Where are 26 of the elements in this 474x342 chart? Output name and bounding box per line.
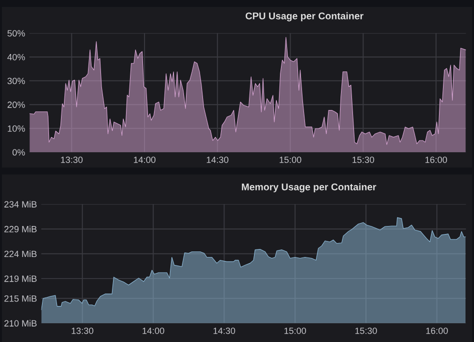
x-tick-label: 14:30 [214, 328, 236, 334]
y-tick-label: 234 MiB [4, 200, 37, 208]
x-tick-label: 14:00 [134, 156, 156, 163]
y-tick-label: 0% [12, 149, 25, 156]
y-tick-label: 50% [8, 30, 25, 37]
x-tick-label: 15:30 [352, 156, 374, 163]
y-tick-label: 20% [8, 102, 25, 108]
x-tick-label: 15:00 [280, 156, 302, 163]
y-tick-label: 215 MiB [4, 295, 37, 302]
y-tick-label: 210 MiB [4, 320, 37, 327]
y-tick-label: 229 MiB [4, 226, 37, 232]
x-tick-label: 15:30 [355, 328, 377, 334]
x-tick-label: 16:00 [426, 328, 448, 334]
x-tick-label: 13:30 [61, 156, 83, 163]
x-tick-label: 16:00 [425, 156, 448, 163]
chart-title: Memory Usage per Container [242, 183, 376, 192]
x-tick-label: 14:30 [206, 156, 228, 163]
y-tick-label: 10% [8, 125, 25, 132]
y-tick-label: 30% [7, 78, 25, 84]
x-tick-label: 15:00 [284, 328, 306, 334]
y-tick-label: 219 MiB [4, 275, 37, 282]
x-tick-label: 14:00 [142, 328, 164, 334]
chart-title: CPU Usage per Container [246, 12, 364, 22]
y-tick-label: 40% [7, 54, 25, 60]
y-tick-label: 224 MiB [4, 250, 37, 258]
x-tick-label: 13:30 [72, 328, 94, 334]
